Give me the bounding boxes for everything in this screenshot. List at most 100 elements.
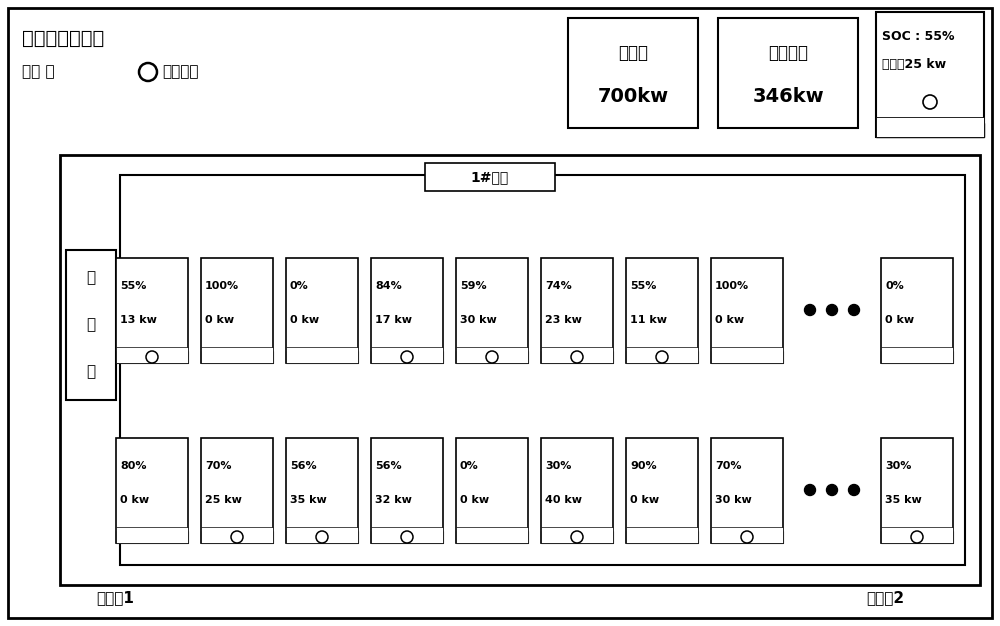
Text: 13 kw: 13 kw bbox=[120, 315, 157, 325]
Text: 35 kw: 35 kw bbox=[290, 495, 327, 505]
Bar bbox=[371, 438, 443, 543]
Text: 80%: 80% bbox=[120, 461, 146, 471]
Text: 图例 ：: 图例 ： bbox=[22, 64, 55, 80]
Text: 59%: 59% bbox=[460, 281, 487, 291]
Bar bbox=[541, 351, 613, 363]
Bar bbox=[541, 527, 613, 543]
Text: 室: 室 bbox=[86, 364, 96, 379]
Bar bbox=[286, 527, 358, 543]
Bar bbox=[201, 351, 273, 363]
Bar bbox=[881, 531, 953, 543]
Bar bbox=[201, 531, 273, 543]
Bar bbox=[881, 351, 953, 363]
Text: 70%: 70% bbox=[205, 461, 232, 471]
Text: 电动公交充电站: 电动公交充电站 bbox=[22, 29, 104, 48]
Circle shape bbox=[826, 485, 838, 496]
Bar bbox=[711, 527, 783, 543]
Bar bbox=[66, 250, 116, 400]
Bar bbox=[116, 527, 188, 543]
Bar bbox=[371, 347, 443, 363]
Text: 30%: 30% bbox=[545, 461, 571, 471]
Text: 40 kw: 40 kw bbox=[545, 495, 582, 505]
Bar bbox=[881, 438, 953, 543]
Text: 30%: 30% bbox=[885, 461, 911, 471]
Bar bbox=[201, 258, 273, 363]
Bar bbox=[568, 18, 698, 128]
Bar bbox=[456, 258, 528, 363]
Bar bbox=[626, 438, 698, 543]
Text: 70%: 70% bbox=[715, 461, 742, 471]
Text: 30 kw: 30 kw bbox=[460, 315, 497, 325]
Bar bbox=[371, 527, 443, 543]
Bar bbox=[711, 438, 783, 543]
Text: 17 kw: 17 kw bbox=[375, 315, 412, 325]
Text: 0 kw: 0 kw bbox=[120, 495, 149, 505]
Bar bbox=[60, 155, 980, 585]
Text: 100%: 100% bbox=[205, 281, 239, 291]
Bar bbox=[626, 351, 698, 363]
Text: 11 kw: 11 kw bbox=[630, 315, 667, 325]
Text: 剩余功率: 剩余功率 bbox=[768, 44, 808, 62]
Text: SOC : 55%: SOC : 55% bbox=[882, 31, 954, 43]
Text: 25 kw: 25 kw bbox=[205, 495, 242, 505]
Text: 0%: 0% bbox=[290, 281, 309, 291]
Bar bbox=[541, 531, 613, 543]
Text: 700kw: 700kw bbox=[597, 86, 669, 106]
Text: 90%: 90% bbox=[630, 461, 657, 471]
Bar bbox=[116, 351, 188, 363]
Text: 0%: 0% bbox=[460, 461, 479, 471]
Text: 出入口1: 出入口1 bbox=[96, 590, 134, 605]
Bar bbox=[201, 438, 273, 543]
Bar bbox=[456, 531, 528, 543]
Text: 0 kw: 0 kw bbox=[715, 315, 744, 325]
Bar bbox=[116, 531, 188, 543]
Bar bbox=[876, 117, 984, 137]
Text: 55%: 55% bbox=[120, 281, 146, 291]
Text: 0%: 0% bbox=[885, 281, 904, 291]
Bar bbox=[541, 258, 613, 363]
Bar bbox=[711, 347, 783, 363]
Bar bbox=[881, 347, 953, 363]
Text: 56%: 56% bbox=[375, 461, 402, 471]
Circle shape bbox=[848, 304, 860, 316]
Text: 74%: 74% bbox=[545, 281, 572, 291]
Bar bbox=[371, 531, 443, 543]
Bar bbox=[626, 527, 698, 543]
Bar bbox=[626, 347, 698, 363]
Bar bbox=[286, 258, 358, 363]
Bar bbox=[286, 347, 358, 363]
Bar bbox=[201, 527, 273, 543]
Bar bbox=[881, 258, 953, 363]
Bar bbox=[456, 351, 528, 363]
Text: 30 kw: 30 kw bbox=[715, 495, 752, 505]
Text: 0 kw: 0 kw bbox=[205, 315, 234, 325]
Bar bbox=[718, 18, 858, 128]
Text: 56%: 56% bbox=[290, 461, 317, 471]
Text: 功率：25 kw: 功率：25 kw bbox=[882, 58, 946, 71]
Bar bbox=[881, 527, 953, 543]
Text: 100%: 100% bbox=[715, 281, 749, 291]
Bar bbox=[711, 351, 783, 363]
Bar bbox=[116, 438, 188, 543]
Bar bbox=[456, 527, 528, 543]
Bar bbox=[116, 258, 188, 363]
Bar bbox=[626, 258, 698, 363]
Bar bbox=[876, 12, 984, 137]
Circle shape bbox=[848, 485, 860, 496]
Text: 出入口2: 出入口2 bbox=[866, 590, 904, 605]
Text: 正在充电: 正在充电 bbox=[162, 64, 198, 80]
Circle shape bbox=[804, 485, 816, 496]
Text: 1#箱变: 1#箱变 bbox=[471, 170, 509, 184]
Text: 0 kw: 0 kw bbox=[885, 315, 914, 325]
Bar bbox=[116, 347, 188, 363]
Bar bbox=[456, 438, 528, 543]
Circle shape bbox=[804, 304, 816, 316]
Text: 0 kw: 0 kw bbox=[460, 495, 489, 505]
Text: 84%: 84% bbox=[375, 281, 402, 291]
Bar bbox=[711, 531, 783, 543]
Text: 35 kw: 35 kw bbox=[885, 495, 922, 505]
Circle shape bbox=[826, 304, 838, 316]
Text: 23 kw: 23 kw bbox=[545, 315, 582, 325]
Bar bbox=[711, 258, 783, 363]
Bar bbox=[286, 438, 358, 543]
